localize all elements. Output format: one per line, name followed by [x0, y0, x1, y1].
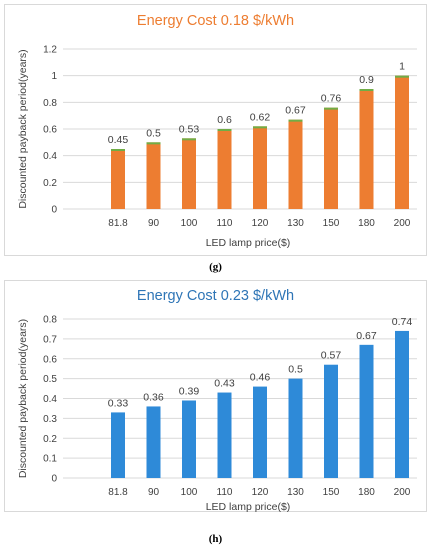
y-tick-label: 0.4: [43, 151, 57, 162]
y-tick-label: 0.1: [43, 454, 57, 465]
bar: [288, 119, 303, 209]
y-tick-label: 0.3: [43, 414, 57, 425]
bar: [111, 149, 125, 209]
data-label: 1: [399, 61, 405, 73]
y-axis-title: Discounted payback period(years): [17, 49, 29, 208]
bar: [395, 75, 409, 210]
y-axis-title: Discounted payback period(years): [17, 319, 29, 478]
chart-svg-h: 0 0.1 0.2 0.3 0.4 0.5 0.6 0.7 0.8 Discounted payb…: [17, 315, 417, 513]
figure-caption-h: (h): [208, 533, 223, 545]
bar-top-edge: [359, 89, 374, 91]
x-tick-label: 110: [217, 487, 233, 498]
x-tick-label: 110: [217, 218, 233, 229]
x-tick-label: 200: [394, 218, 411, 229]
x-tick-label: 90: [148, 487, 160, 498]
y-tick-label: 0.6: [43, 125, 57, 136]
chart-panel-h: Energy Cost 0.23 $/kWh 0 0.1 0.2 0.3 0.4 0.5 0…: [4, 280, 427, 513]
x-tick-label: 120: [252, 218, 269, 229]
x-tick-label: 90: [148, 218, 160, 229]
x-tick-label: 130: [287, 487, 304, 498]
data-label: 0.45: [108, 134, 129, 146]
y-tick-label: 0.8: [43, 98, 57, 109]
y-tick-label: 0.2: [43, 178, 57, 189]
y-tick-label: 0.7: [43, 334, 57, 345]
bar: [111, 412, 125, 478]
data-label: 0.9: [359, 74, 374, 86]
bar: [359, 89, 374, 209]
x-tick-label: 150: [323, 218, 340, 229]
bar: [217, 129, 232, 209]
x-tick-label: 100: [181, 218, 198, 229]
data-label: 0.36: [143, 391, 164, 403]
bar: [182, 138, 196, 209]
bar: [253, 386, 267, 478]
x-tick-label: 81.8: [108, 218, 128, 229]
x-tick-label: 180: [358, 487, 375, 498]
bar-top-edge: [146, 142, 161, 145]
bar: [146, 142, 161, 209]
data-label: 0.39: [179, 385, 200, 397]
data-label: 0.5: [288, 364, 303, 376]
bar: [217, 392, 232, 478]
data-label: 0.43: [214, 378, 235, 390]
x-axis-title: LED lamp price($): [206, 237, 291, 249]
bar: [288, 378, 303, 478]
y-tick-label: 1.2: [43, 45, 57, 56]
bar-top-edge: [253, 126, 267, 129]
x-tick-label: 150: [323, 487, 340, 498]
bar: [253, 126, 267, 209]
bar: [324, 364, 338, 478]
y-tick-label: 0.8: [43, 315, 57, 326]
x-tick-label: 120: [252, 487, 269, 498]
x-axis-title: LED lamp price($): [206, 501, 291, 513]
chart-title-g: Energy Cost 0.18 $/kWh: [136, 13, 295, 29]
bar-top-edge: [111, 149, 125, 151]
chart-svg-g: 0 0.2 0.4 0.6 0.8 1 1.2 Discounted payback peri…: [17, 45, 417, 249]
data-label: 0.62: [250, 111, 271, 123]
x-tick-label: 180: [358, 218, 375, 229]
data-label: 0.76: [321, 93, 342, 105]
x-tick-label: 81.8: [108, 487, 128, 498]
y-tick-label: 0: [51, 474, 57, 485]
x-tick-label: 130: [287, 218, 304, 229]
bar: [146, 406, 161, 478]
chart-title-h: Energy Cost 0.23 $/kWh: [136, 288, 295, 304]
data-label: 0.33: [108, 397, 129, 409]
bar: [359, 344, 374, 478]
data-label: 0.53: [179, 123, 200, 135]
y-tick-label: 0.4: [43, 394, 57, 405]
bar-top-edge: [395, 75, 409, 78]
y-tick-label: 0.6: [43, 354, 57, 365]
data-label: 0.5: [146, 127, 161, 139]
bar-top-edge: [182, 138, 196, 141]
bar: [324, 107, 338, 209]
y-tick-label: 0.5: [43, 374, 57, 385]
y-tick-label: 0: [51, 205, 57, 216]
y-tick-label: 1: [51, 71, 57, 82]
bar: [395, 330, 409, 478]
bar-top-edge: [288, 119, 303, 122]
data-label: 0.57: [321, 350, 342, 362]
x-tick-label: 100: [181, 487, 198, 498]
data-label: 0.67: [285, 105, 306, 117]
data-label: 0.6: [217, 114, 232, 126]
figure-caption-g: (g): [209, 261, 222, 273]
bar-top-edge: [217, 129, 232, 131]
x-tick-label: 200: [394, 487, 411, 498]
data-label: 0.46: [250, 372, 271, 384]
bar-top-edge: [324, 107, 338, 110]
bar: [182, 400, 196, 478]
chart-panel-g: Energy Cost 0.18 $/kWh 0 0.2 0.4 0.6 0.8 1 1.2…: [4, 4, 427, 256]
y-tick-label: 0.2: [43, 434, 57, 445]
data-label: 0.74: [392, 316, 413, 328]
data-label: 0.67: [356, 330, 377, 342]
